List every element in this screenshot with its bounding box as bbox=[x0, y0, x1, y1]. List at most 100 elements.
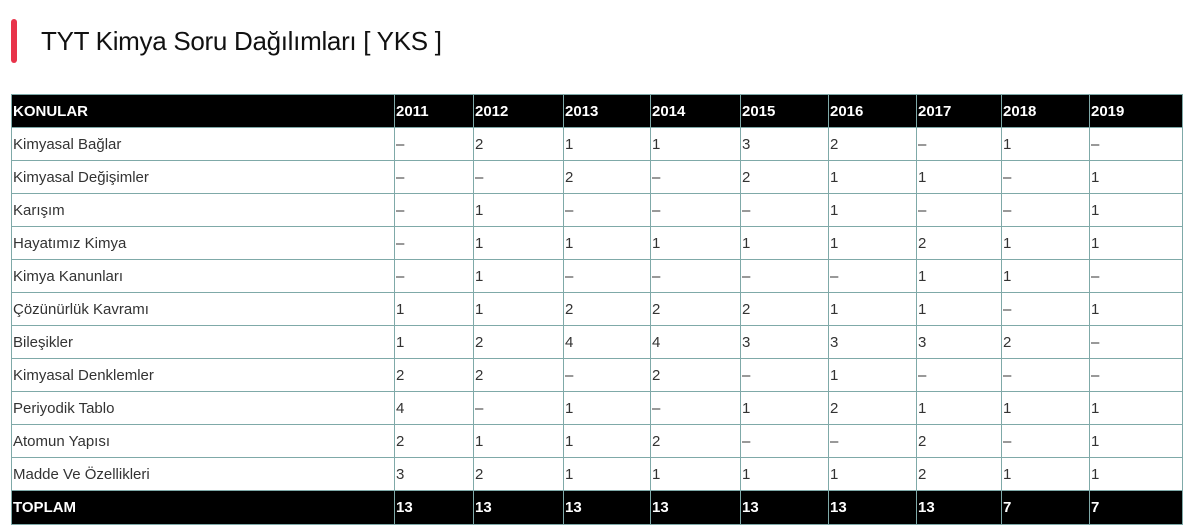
count-cell: 1 bbox=[1089, 391, 1183, 425]
column-header-year: 2019 bbox=[1089, 94, 1183, 128]
count-cell: 1 bbox=[563, 391, 651, 425]
count-cell: – bbox=[650, 160, 741, 194]
count-cell: 2 bbox=[650, 424, 741, 458]
count-cell: 2 bbox=[473, 127, 564, 161]
table-row: Kimyasal Denklemler 2 2–2–1– – – bbox=[11, 358, 1183, 392]
count-cell: – bbox=[1089, 127, 1183, 161]
topic-cell: Hayatımız Kimya bbox=[11, 226, 395, 260]
count-cell: – bbox=[740, 259, 829, 293]
total-label-cell: TOPLAM bbox=[11, 490, 395, 525]
count-cell: 2 bbox=[740, 292, 829, 326]
count-cell: – bbox=[1001, 424, 1090, 458]
column-header-year: 2012 bbox=[473, 94, 564, 128]
total-count-cell: 13 bbox=[394, 490, 474, 525]
topic-cell: Madde Ve Özellikleri bbox=[11, 457, 395, 491]
count-cell: – bbox=[1001, 358, 1090, 392]
count-cell: 2 bbox=[473, 358, 564, 392]
count-cell: 1 bbox=[473, 424, 564, 458]
table-header-row: KONULAR 2011 2012 2013 2014 2015 2016 2017 2018 2… bbox=[11, 94, 1183, 128]
count-cell: 1 bbox=[650, 457, 741, 491]
column-header-year: 2011 bbox=[394, 94, 474, 128]
count-cell: – bbox=[394, 127, 474, 161]
total-count-cell: 13 bbox=[740, 490, 829, 525]
topic-cell: Kimya Kanunları bbox=[11, 259, 395, 293]
accent-bar bbox=[11, 19, 17, 63]
count-cell: 4 bbox=[563, 325, 651, 359]
count-cell: – bbox=[828, 424, 917, 458]
count-cell: – bbox=[916, 358, 1002, 392]
column-header-year: 2015 bbox=[740, 94, 829, 128]
total-count-cell: 7 bbox=[1089, 490, 1183, 525]
count-cell: 1 bbox=[1089, 193, 1183, 227]
count-cell: 1 bbox=[740, 457, 829, 491]
count-cell: 1 bbox=[1089, 226, 1183, 260]
column-header-year: 2017 bbox=[916, 94, 1002, 128]
count-cell: – bbox=[473, 160, 564, 194]
count-cell: 1 bbox=[1001, 127, 1090, 161]
count-cell: 2 bbox=[563, 292, 651, 326]
count-cell: 1 bbox=[394, 325, 474, 359]
page-heading: TYT Kimya Soru Dağılımları [ YKS ] bbox=[11, 19, 442, 63]
topic-cell: Karışım bbox=[11, 193, 395, 227]
count-cell: – bbox=[828, 259, 917, 293]
table-total-row: TOPLAM 13 13 13 13 13 13 13 7 7 bbox=[11, 490, 1183, 525]
topic-cell: Kimyasal Bağlar bbox=[11, 127, 395, 161]
count-cell: 1 bbox=[473, 226, 564, 260]
count-cell: – bbox=[394, 226, 474, 260]
count-cell: – bbox=[394, 160, 474, 194]
count-cell: 1 bbox=[394, 292, 474, 326]
count-cell: – bbox=[650, 391, 741, 425]
count-cell: 4 bbox=[394, 391, 474, 425]
count-cell: – bbox=[394, 193, 474, 227]
count-cell: 1 bbox=[828, 292, 917, 326]
count-cell: 1 bbox=[1089, 292, 1183, 326]
count-cell: 2 bbox=[473, 457, 564, 491]
page-title: TYT Kimya Soru Dağılımları [ YKS ] bbox=[41, 25, 442, 56]
count-cell: – bbox=[650, 193, 741, 227]
count-cell: 2 bbox=[473, 325, 564, 359]
table-row: Hayatımız Kimya –1 1 1 1 1 2 1 1 bbox=[11, 226, 1183, 260]
count-cell: 1 bbox=[473, 193, 564, 227]
count-cell: 2 bbox=[916, 424, 1002, 458]
count-cell: 1 bbox=[828, 160, 917, 194]
count-cell: 1 bbox=[828, 457, 917, 491]
count-cell: – bbox=[1089, 259, 1183, 293]
count-cell: 1 bbox=[828, 358, 917, 392]
column-header-year: 2013 bbox=[563, 94, 651, 128]
topic-cell: Periyodik Tablo bbox=[11, 391, 395, 425]
count-cell: 1 bbox=[563, 424, 651, 458]
count-cell: 3 bbox=[394, 457, 474, 491]
table-row: Karışım –1– – –1– –1 bbox=[11, 193, 1183, 227]
total-count-cell: 13 bbox=[828, 490, 917, 525]
table-row: Kimyasal Bağlar –2 1 1 3 2–1– bbox=[11, 127, 1183, 161]
count-cell: 2 bbox=[650, 358, 741, 392]
count-cell: – bbox=[563, 259, 651, 293]
count-cell: – bbox=[1001, 160, 1090, 194]
table-row: Atomun Yapısı 2 1 1 2– –2–1 bbox=[11, 424, 1183, 458]
count-cell: – bbox=[563, 358, 651, 392]
count-cell: 1 bbox=[473, 259, 564, 293]
count-cell: 2 bbox=[650, 292, 741, 326]
count-cell: 3 bbox=[828, 325, 917, 359]
count-cell: 2 bbox=[563, 160, 651, 194]
topic-cell: Kimyasal Değişimler bbox=[11, 160, 395, 194]
count-cell: 1 bbox=[650, 127, 741, 161]
count-cell: 1 bbox=[1001, 391, 1090, 425]
count-cell: – bbox=[650, 259, 741, 293]
count-cell: 1 bbox=[828, 226, 917, 260]
count-cell: 1 bbox=[1001, 457, 1090, 491]
count-cell: 1 bbox=[563, 127, 651, 161]
count-cell: – bbox=[740, 193, 829, 227]
count-cell: 1 bbox=[1089, 160, 1183, 194]
count-cell: 1 bbox=[740, 226, 829, 260]
count-cell: – bbox=[1001, 292, 1090, 326]
count-cell: – bbox=[1089, 358, 1183, 392]
count-cell: 1 bbox=[740, 391, 829, 425]
count-cell: 1 bbox=[563, 457, 651, 491]
count-cell: 2 bbox=[916, 457, 1002, 491]
table-row: Kimya Kanunları –1– – – –1 1– bbox=[11, 259, 1183, 293]
total-count-cell: 13 bbox=[916, 490, 1002, 525]
total-count-cell: 13 bbox=[563, 490, 651, 525]
table-row: Periyodik Tablo 4–1–1 2 1 1 1 bbox=[11, 391, 1183, 425]
count-cell: 1 bbox=[473, 292, 564, 326]
